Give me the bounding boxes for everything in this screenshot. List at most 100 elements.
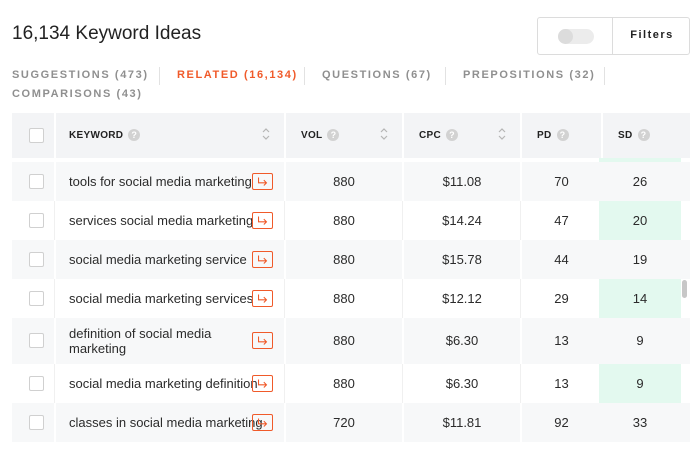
row-checkbox[interactable]: [29, 333, 44, 348]
row-divider: [284, 162, 286, 201]
table-row[interactable]: tools for social media marketing 880 $11…: [12, 162, 690, 201]
sd-value: 14: [632, 291, 648, 306]
sort-chevrons-icon[interactable]: [261, 125, 271, 143]
header-vol-label: VOL: [301, 129, 323, 141]
table-header: KEYWORD ? VOL ? CPC ? PD ? SD ?: [12, 113, 690, 158]
row-divider: [520, 364, 521, 403]
filters-label: Filters: [630, 29, 674, 41]
row-checkbox[interactable]: [29, 291, 44, 306]
arrow-turn-right-icon[interactable]: [252, 290, 273, 307]
row-divider: [520, 279, 521, 318]
row-divider: [520, 201, 521, 240]
table-row[interactable]: services social media marketing 880 $14.…: [12, 201, 690, 240]
row-divider: [54, 162, 56, 201]
tab-prepositions[interactable]: PREPOSITIONS (32): [463, 69, 596, 81]
sd-value: 33: [632, 415, 648, 430]
tab-questions[interactable]: QUESTIONS (67): [322, 69, 432, 81]
tab-divider: [159, 67, 160, 85]
header-divider: [54, 113, 56, 158]
row-divider: [284, 318, 286, 364]
pd-value: 47: [554, 213, 569, 228]
row-divider: [402, 279, 403, 318]
header-keyword-label: KEYWORD: [69, 129, 124, 141]
row-divider: [402, 318, 404, 364]
arrow-turn-right-icon[interactable]: [252, 251, 273, 268]
header-vol[interactable]: VOL ?: [301, 129, 340, 141]
header-divider: [284, 113, 286, 158]
row-divider: [54, 318, 56, 364]
row-divider: [402, 364, 403, 403]
tab-divider: [445, 67, 446, 85]
header-divider: [402, 113, 404, 158]
sort-chevrons-icon[interactable]: [379, 125, 389, 143]
row-checkbox[interactable]: [29, 376, 44, 391]
arrow-turn-right-icon[interactable]: [252, 375, 273, 392]
keyword-link[interactable]: definition of social media marketing: [69, 326, 212, 356]
row-checkbox[interactable]: [29, 174, 44, 189]
sd-value: 9: [636, 376, 644, 391]
header-cpc[interactable]: CPC ?: [419, 129, 459, 141]
sd-value: 20: [632, 213, 648, 228]
header-sd[interactable]: SD ?: [618, 129, 650, 141]
pd-value: 70: [554, 174, 569, 189]
table-row[interactable]: social media marketing services 880 $12.…: [12, 279, 690, 318]
keyword-link[interactable]: social media marketing service: [69, 252, 247, 267]
table-row[interactable]: social media marketing definition 880 $6…: [12, 364, 690, 403]
header-keyword[interactable]: KEYWORD ?: [69, 129, 141, 141]
pd-value: 29: [554, 291, 569, 306]
question-circle-icon[interactable]: ?: [637, 129, 650, 141]
filters-toggle[interactable]: [558, 29, 594, 44]
cpc-value: $14.24: [442, 213, 482, 228]
arrow-turn-right-icon[interactable]: [252, 332, 273, 349]
arrow-turn-right-icon[interactable]: [252, 212, 273, 229]
keyword-link[interactable]: social media marketing definition: [69, 376, 258, 391]
keyword-link[interactable]: classes in social media marketing: [69, 415, 263, 430]
vol-value: 880: [333, 376, 355, 391]
vol-value: 720: [333, 415, 355, 430]
filters-divider: [612, 18, 613, 54]
header-divider: [601, 113, 603, 158]
pd-value: 44: [554, 252, 569, 267]
tab-suggestions[interactable]: SUGGESTIONS (473): [12, 69, 149, 81]
tab-comparisons[interactable]: COMPARISONS (43): [12, 88, 143, 100]
sd-column-highlight: [599, 157, 681, 442]
row-divider: [520, 162, 522, 201]
cpc-value: $15.78: [442, 252, 482, 267]
table-row[interactable]: classes in social media marketing 720 $1…: [12, 403, 690, 442]
header-pd-label: PD: [537, 129, 552, 141]
header-pd[interactable]: PD ?: [537, 129, 569, 141]
tab-divider: [604, 67, 605, 85]
arrow-turn-right-icon[interactable]: [252, 414, 273, 431]
table-row[interactable]: definition of social media marketing 880…: [12, 318, 690, 364]
cpc-value: $6.30: [445, 333, 479, 348]
cpc-value: $6.30: [445, 376, 479, 391]
row-divider: [54, 240, 56, 279]
arrow-turn-right-icon[interactable]: [252, 173, 273, 190]
scrollbar-thumb[interactable]: [682, 280, 687, 298]
table-row[interactable]: social media marketing service 880 $15.7…: [12, 240, 690, 279]
question-circle-icon[interactable]: ?: [556, 129, 569, 141]
row-checkbox[interactable]: [29, 213, 44, 228]
keyword-link[interactable]: services social media marketing: [69, 213, 254, 228]
keyword-link[interactable]: social media marketing services: [69, 291, 254, 306]
row-divider: [284, 364, 285, 403]
sort-chevrons-icon[interactable]: [497, 125, 507, 143]
question-circle-icon[interactable]: ?: [446, 129, 459, 141]
cpc-value: $12.12: [442, 291, 482, 306]
tab-related[interactable]: RELATED (16,134): [177, 69, 298, 81]
row-divider: [284, 403, 286, 442]
question-circle-icon[interactable]: ?: [128, 129, 141, 141]
vol-value: 880: [333, 333, 355, 348]
filters-button[interactable]: Filters: [537, 17, 690, 55]
question-circle-icon[interactable]: ?: [327, 129, 340, 141]
row-divider: [54, 201, 55, 240]
row-checkbox[interactable]: [29, 415, 44, 430]
pd-value: 13: [554, 333, 569, 348]
keyword-link[interactable]: tools for social media marketing: [69, 174, 252, 189]
row-divider: [54, 364, 55, 403]
row-checkbox[interactable]: [29, 252, 44, 267]
sd-value: 9: [636, 333, 644, 348]
toggle-knob: [558, 29, 573, 44]
select-all-checkbox[interactable]: [29, 128, 44, 143]
row-divider: [54, 403, 56, 442]
